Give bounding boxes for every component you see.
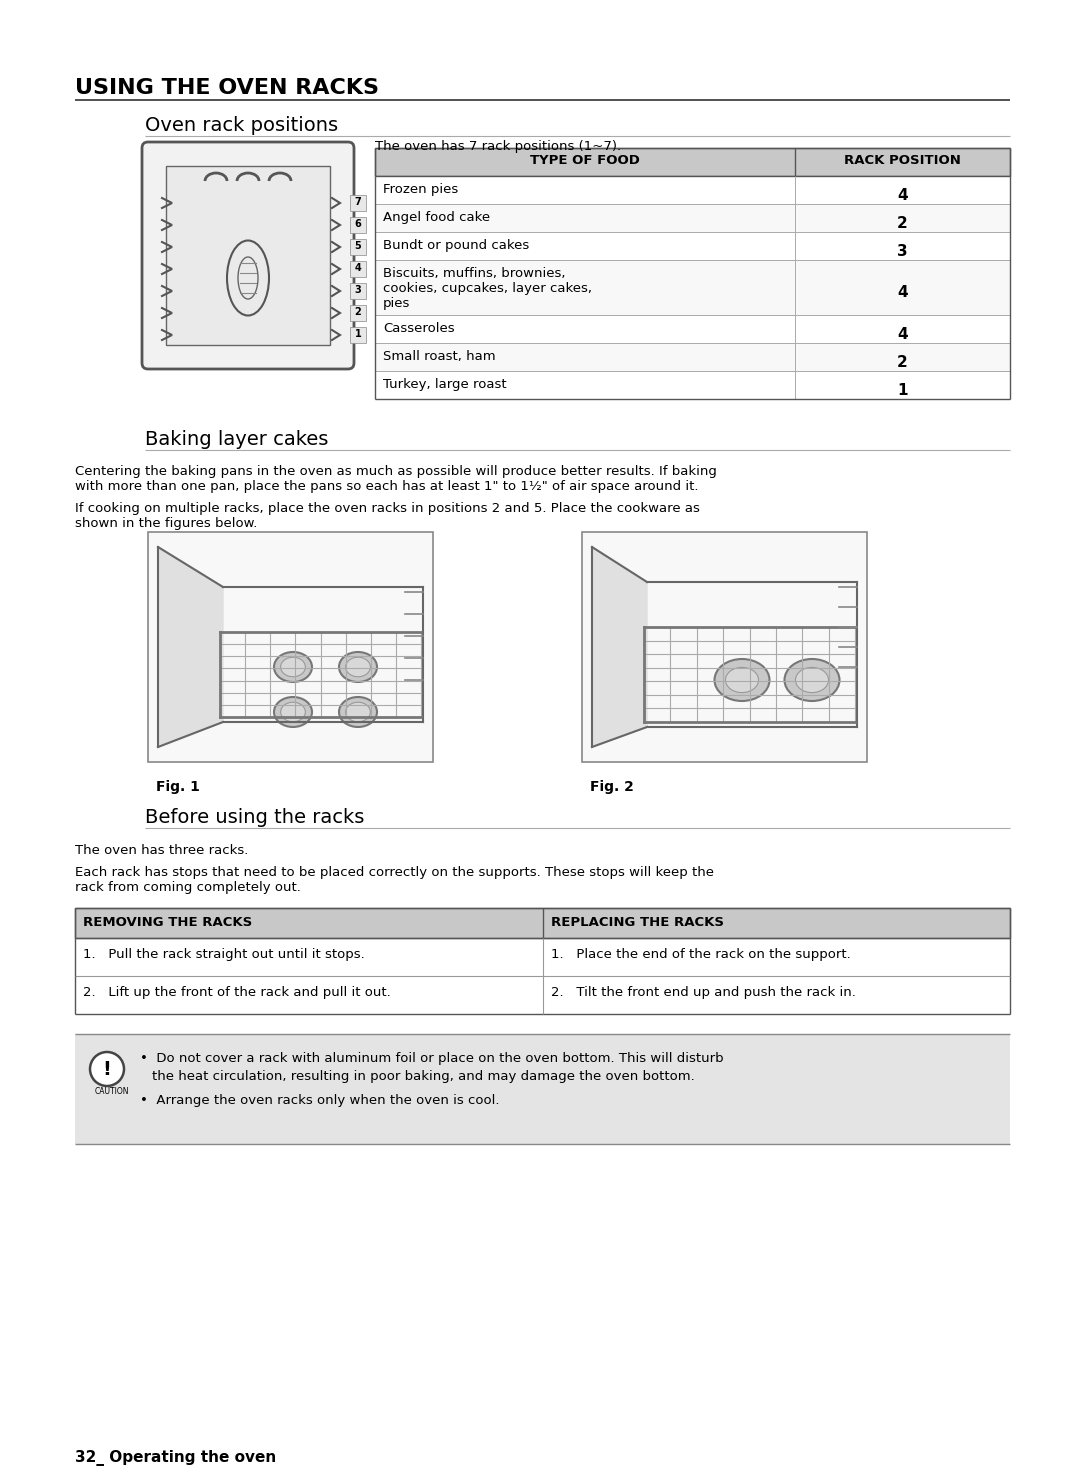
Bar: [375, 343, 1010, 371]
Ellipse shape: [281, 657, 306, 676]
Bar: [148, 532, 433, 762]
Bar: [375, 148, 1010, 176]
Text: Oven rack positions: Oven rack positions: [145, 116, 338, 135]
Text: 4: 4: [354, 262, 362, 273]
Text: Fig. 1: Fig. 1: [156, 780, 200, 793]
Text: 1.   Pull the rack straight out until it stops.: 1. Pull the rack straight out until it s…: [83, 948, 365, 961]
Ellipse shape: [726, 667, 758, 693]
Circle shape: [90, 1051, 124, 1086]
Text: 1: 1: [354, 329, 362, 340]
Text: Fig. 2: Fig. 2: [590, 780, 634, 793]
Text: 1.   Place the end of the rack on the support.: 1. Place the end of the rack on the supp…: [551, 948, 851, 961]
Bar: [350, 194, 366, 211]
Bar: [350, 283, 366, 300]
Bar: [375, 371, 1010, 399]
Text: •  Arrange the oven racks only when the oven is cool.: • Arrange the oven racks only when the o…: [140, 1094, 499, 1106]
Text: Each rack has stops that need to be placed correctly on the supports. These stop: Each rack has stops that need to be plac…: [75, 866, 714, 894]
Bar: [375, 205, 1010, 231]
Text: 5: 5: [354, 242, 362, 251]
FancyBboxPatch shape: [141, 142, 354, 369]
Text: Angel food cake: Angel food cake: [383, 211, 490, 224]
Text: RACK POSITION: RACK POSITION: [845, 154, 961, 168]
Text: TYPE OF FOOD: TYPE OF FOOD: [530, 154, 640, 168]
Bar: [350, 305, 366, 320]
Text: The oven has three racks.: The oven has three racks.: [75, 844, 248, 857]
Text: Turkey, large roast: Turkey, large roast: [383, 378, 507, 392]
Text: •  Do not cover a rack with aluminum foil or place on the oven bottom. This will: • Do not cover a rack with aluminum foil…: [140, 1051, 724, 1065]
Text: If cooking on multiple racks, place the oven racks in positions 2 and 5. Place t: If cooking on multiple racks, place the …: [75, 503, 700, 529]
Bar: [582, 532, 867, 762]
Ellipse shape: [274, 697, 312, 727]
Bar: [375, 260, 1010, 314]
Text: 2: 2: [897, 217, 908, 231]
Text: USING THE OVEN RACKS: USING THE OVEN RACKS: [75, 79, 379, 98]
Ellipse shape: [274, 653, 312, 682]
Bar: [350, 261, 366, 277]
Text: 3: 3: [354, 285, 362, 295]
Text: Centering the baking pans in the oven as much as possible will produce better re: Centering the baking pans in the oven as…: [75, 466, 717, 492]
Text: 2.   Lift up the front of the rack and pull it out.: 2. Lift up the front of the rack and pul…: [83, 986, 391, 1000]
Ellipse shape: [715, 658, 769, 701]
Bar: [350, 217, 366, 233]
Text: REPLACING THE RACKS: REPLACING THE RACKS: [551, 916, 724, 928]
Text: 4: 4: [897, 326, 908, 343]
Text: Before using the racks: Before using the racks: [145, 808, 364, 828]
Text: The oven has 7 rack positions (1~7).: The oven has 7 rack positions (1~7).: [375, 139, 621, 153]
Ellipse shape: [339, 697, 377, 727]
Text: 4: 4: [897, 188, 908, 203]
Bar: [75, 1034, 1010, 1143]
Ellipse shape: [339, 653, 377, 682]
Text: 7: 7: [354, 197, 362, 208]
Text: REMOVING THE RACKS: REMOVING THE RACKS: [83, 916, 253, 928]
Text: Bundt or pound cakes: Bundt or pound cakes: [383, 239, 529, 252]
Text: 6: 6: [354, 219, 362, 228]
Ellipse shape: [784, 658, 839, 701]
Text: Frozen pies: Frozen pies: [383, 182, 458, 196]
Text: Biscuits, muffins, brownies,
cookies, cupcakes, layer cakes,
pies: Biscuits, muffins, brownies, cookies, cu…: [383, 267, 592, 310]
Bar: [350, 239, 366, 255]
Bar: [166, 166, 330, 346]
Text: 2.   Tilt the front end up and push the rack in.: 2. Tilt the front end up and push the ra…: [551, 986, 855, 1000]
Bar: [350, 326, 366, 343]
Text: Baking layer cakes: Baking layer cakes: [145, 430, 328, 449]
Bar: [375, 314, 1010, 343]
Text: 32_ Operating the oven: 32_ Operating the oven: [75, 1450, 276, 1467]
Polygon shape: [592, 547, 647, 747]
Text: CAUTION: CAUTION: [95, 1087, 130, 1096]
Text: the heat circulation, resulting in poor baking, and may damage the oven bottom.: the heat circulation, resulting in poor …: [152, 1071, 694, 1083]
Text: Small roast, ham: Small roast, ham: [383, 350, 496, 363]
Bar: [375, 231, 1010, 260]
Bar: [75, 908, 1010, 939]
Text: 2: 2: [897, 354, 908, 369]
Text: !: !: [103, 1060, 111, 1080]
Text: 4: 4: [897, 285, 908, 300]
Polygon shape: [158, 547, 222, 747]
Ellipse shape: [796, 667, 828, 693]
Text: 2: 2: [354, 307, 362, 317]
Ellipse shape: [281, 703, 306, 722]
Text: Casseroles: Casseroles: [383, 322, 455, 335]
Ellipse shape: [346, 657, 370, 676]
Ellipse shape: [346, 703, 370, 722]
Text: 3: 3: [897, 245, 908, 260]
Text: 1: 1: [897, 383, 908, 397]
Bar: [375, 176, 1010, 205]
